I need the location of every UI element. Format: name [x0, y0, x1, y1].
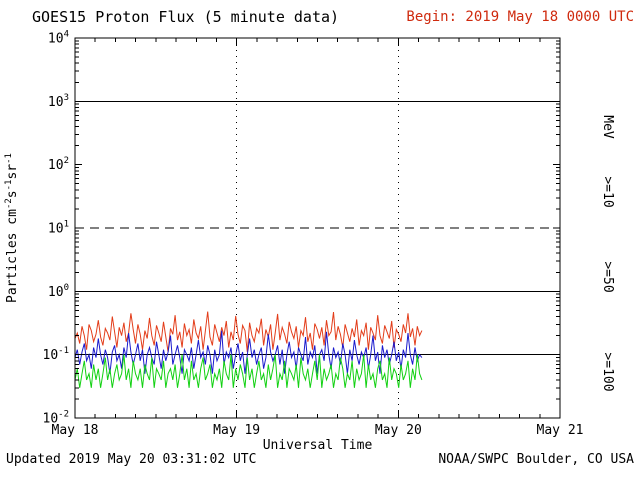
gridlines [75, 38, 560, 418]
y-tick-label-1e1: 101 [48, 220, 69, 237]
x-tick-label-May-19: May 19 [213, 423, 260, 438]
y-axis-label: Particles cm-2s-1sr-1 [4, 153, 20, 303]
y-tick-label-1e-2: 10-2 [43, 410, 70, 427]
legend-label-50: >=50 [600, 261, 615, 292]
x-tick-label-May-21: May 21 [537, 423, 584, 438]
begin-label: Begin: 2019 May 18 0000 UTC [406, 9, 634, 25]
x-tick-label-May-18: May 18 [52, 423, 99, 438]
y-tick-label-1e2: 102 [48, 156, 69, 173]
y-tick-label-1e0: 100 [48, 283, 69, 300]
updated-timestamp: Updated 2019 May 20 03:31:02 UTC [6, 452, 257, 467]
x-tick-label-May-20: May 20 [375, 423, 422, 438]
x-axis-label: Universal Time [263, 438, 373, 453]
series-group [74, 311, 423, 388]
series-ge10MeV [74, 311, 423, 353]
series-ge100MeV [74, 354, 423, 388]
source-credit: NOAA/SWPC Boulder, CO USA [438, 452, 634, 467]
legend-label-10: >=10 [600, 176, 615, 207]
chart-title: GOES15 Proton Flux (5 minute data) [32, 8, 340, 26]
legend-label-100: >=100 [600, 352, 615, 391]
legend-label-MeV: MeV [600, 115, 615, 139]
y-tick-label-1e-1: 10-1 [43, 346, 70, 363]
y-tick-label-1e3: 103 [48, 93, 69, 110]
y-tick-label-1e4: 104 [48, 30, 69, 47]
